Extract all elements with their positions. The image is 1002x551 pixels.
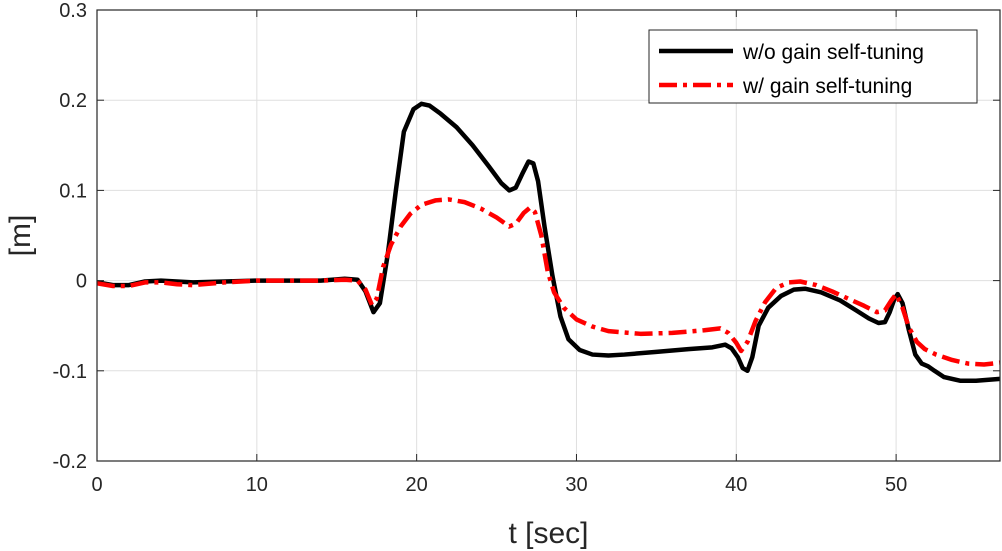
plot-frame	[96, 9, 1001, 462]
x-tick-label: 40	[725, 474, 747, 496]
series-lines	[96, 101, 1001, 383]
y-tick-label: -0.2	[53, 451, 87, 473]
x-axis-label: t [sec]	[508, 517, 588, 550]
legend-label-wo-gain: w/o gain self-tuning	[742, 41, 924, 64]
y-tick-label: -0.1	[53, 361, 87, 383]
x-tick-label: 10	[246, 474, 268, 496]
x-tick-label: 50	[885, 474, 907, 496]
y-tick-label: 0.1	[59, 180, 87, 202]
series-line-w-gain	[96, 197, 1001, 367]
y-tick-label: 0.3	[59, 0, 87, 22]
legend-box	[648, 29, 978, 104]
y-tick-label: 0	[76, 271, 87, 293]
legend: w/o gain self-tuning w/ gain self-tuning	[648, 29, 978, 104]
ticks: 0 10 20 30 40 50 -0.2 -0.1 0 0.1 0.2 0.3	[53, 0, 1000, 496]
x-tick-label: 30	[565, 474, 587, 496]
legend-label-w-gain: w/ gain self-tuning	[742, 75, 912, 98]
x-tick-label: 20	[406, 474, 428, 496]
x-tick-label: 0	[91, 474, 102, 496]
y-tick-label: 0.2	[59, 90, 87, 112]
y-axis-label: [m]	[4, 215, 37, 257]
